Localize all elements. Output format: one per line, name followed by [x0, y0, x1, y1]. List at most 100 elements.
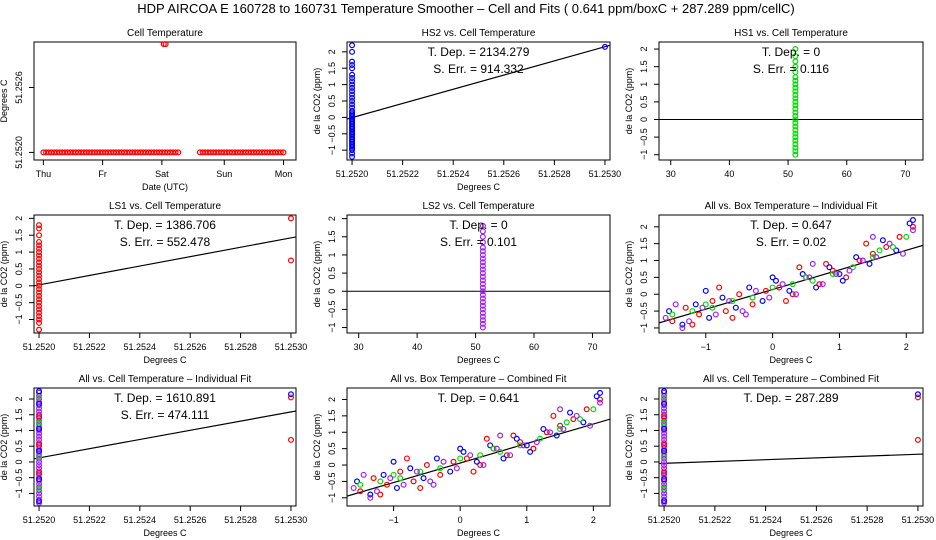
chart-title: LS2 vs. Cell Temperature: [422, 201, 535, 212]
fit-annotation: T. Dep. = 0.647: [750, 218, 832, 232]
x-tick-label: 51.2524: [124, 342, 157, 352]
data-point: [769, 274, 776, 281]
data-point: [799, 271, 806, 278]
y-tick-label: 0.5: [639, 96, 649, 109]
data-point: [479, 299, 486, 306]
data-point: [567, 409, 574, 416]
data-point: [427, 478, 434, 485]
data-point: [387, 475, 394, 482]
data-point: [36, 400, 43, 407]
data-point: [36, 276, 43, 283]
x-tick-label: 51.2522: [73, 515, 106, 525]
data-point: [479, 284, 486, 291]
data-point: [899, 250, 906, 257]
y-tick-label: −0.5: [327, 125, 337, 143]
data-point: [806, 274, 813, 281]
data-point: [36, 255, 43, 262]
data-point: [863, 240, 870, 247]
data-point: [479, 280, 486, 287]
y-tick-label: 2: [327, 216, 337, 221]
y-tick-label: 0.5: [327, 267, 337, 280]
data-point: [661, 498, 668, 505]
data-point: [500, 455, 507, 462]
data-point: [540, 425, 547, 432]
data-point: [349, 48, 356, 55]
y-tick-label: 1: [14, 250, 24, 255]
data-point: [914, 391, 921, 398]
data-point: [712, 311, 719, 318]
data-point: [792, 46, 799, 53]
data-point: [689, 321, 696, 328]
data-point: [349, 42, 356, 49]
data-point: [846, 267, 853, 274]
x-tick-label: 51.2526: [174, 515, 207, 525]
data-point: [36, 252, 43, 259]
data-point: [896, 233, 903, 240]
data-point: [36, 476, 43, 483]
y-tick-label: −1: [14, 488, 24, 498]
data-point: [692, 301, 699, 308]
data-point: [36, 272, 43, 279]
data-point: [479, 306, 486, 313]
data-point: [909, 217, 916, 224]
y-tick-label: 1.5: [327, 231, 337, 244]
y-tick-label: −1: [14, 314, 24, 324]
x-tick-label: 51.2520: [336, 169, 369, 179]
data-point: [547, 429, 554, 436]
data-point: [349, 71, 356, 78]
x-tick-label: 51.2528: [851, 515, 884, 525]
data-point: [479, 277, 486, 284]
y-tick-label: 1: [327, 430, 337, 435]
data-point: [792, 134, 799, 141]
y-tick-label: 1.5: [327, 62, 337, 75]
y-tick-label: 0: [639, 292, 649, 297]
data-point: [563, 419, 570, 426]
data-point: [36, 309, 43, 316]
data-point: [433, 455, 440, 462]
plot-frame: [658, 214, 924, 334]
fit-line: [34, 410, 296, 460]
data-point: [573, 412, 580, 419]
data-point: [736, 291, 743, 298]
data-point: [36, 303, 43, 310]
data-point: [577, 416, 584, 423]
x-tick-label: 51.2530: [902, 515, 935, 525]
y-tick-label: 51.2526: [14, 71, 24, 104]
data-point: [349, 58, 356, 65]
data-point: [893, 247, 900, 254]
data-point: [682, 304, 689, 311]
data-point: [866, 260, 873, 267]
data-point: [762, 287, 769, 294]
data-point: [661, 441, 668, 448]
x-tick-label: 51.2526: [800, 515, 833, 525]
fit-annotation: T. Dep. = 0: [449, 218, 508, 232]
x-tick-label: 51.2524: [749, 515, 782, 525]
data-point: [479, 255, 486, 262]
data-point: [349, 91, 356, 98]
fit-annotation: S. Err. = 0.02: [756, 235, 827, 249]
data-point: [543, 429, 550, 436]
data-point: [349, 81, 356, 88]
x-tick-label: 2: [591, 515, 596, 525]
data-point: [661, 447, 668, 454]
fit-annotation: T. Dep. = 0: [762, 45, 821, 59]
y-axis-label: de la CO2 (ppm): [312, 68, 322, 135]
data-point: [349, 88, 356, 95]
data-point: [36, 282, 43, 289]
y-tick-label: 51.2520: [14, 136, 24, 169]
data-point: [869, 250, 876, 257]
x-tick-label: Fr: [98, 169, 107, 179]
y-tick-label: 0: [639, 459, 649, 464]
data-point: [792, 81, 799, 88]
data-point: [792, 127, 799, 134]
data-point: [766, 294, 773, 301]
data-point: [370, 475, 377, 482]
data-point: [792, 91, 799, 98]
chart-panel-p6: All vs. Box Temperature – Individual Fit…: [624, 201, 924, 365]
data-point: [792, 137, 799, 144]
data-point: [776, 284, 783, 291]
data-point: [287, 391, 294, 398]
data-point: [36, 394, 43, 401]
x-tick-label: Sun: [216, 169, 232, 179]
data-point: [772, 277, 779, 284]
